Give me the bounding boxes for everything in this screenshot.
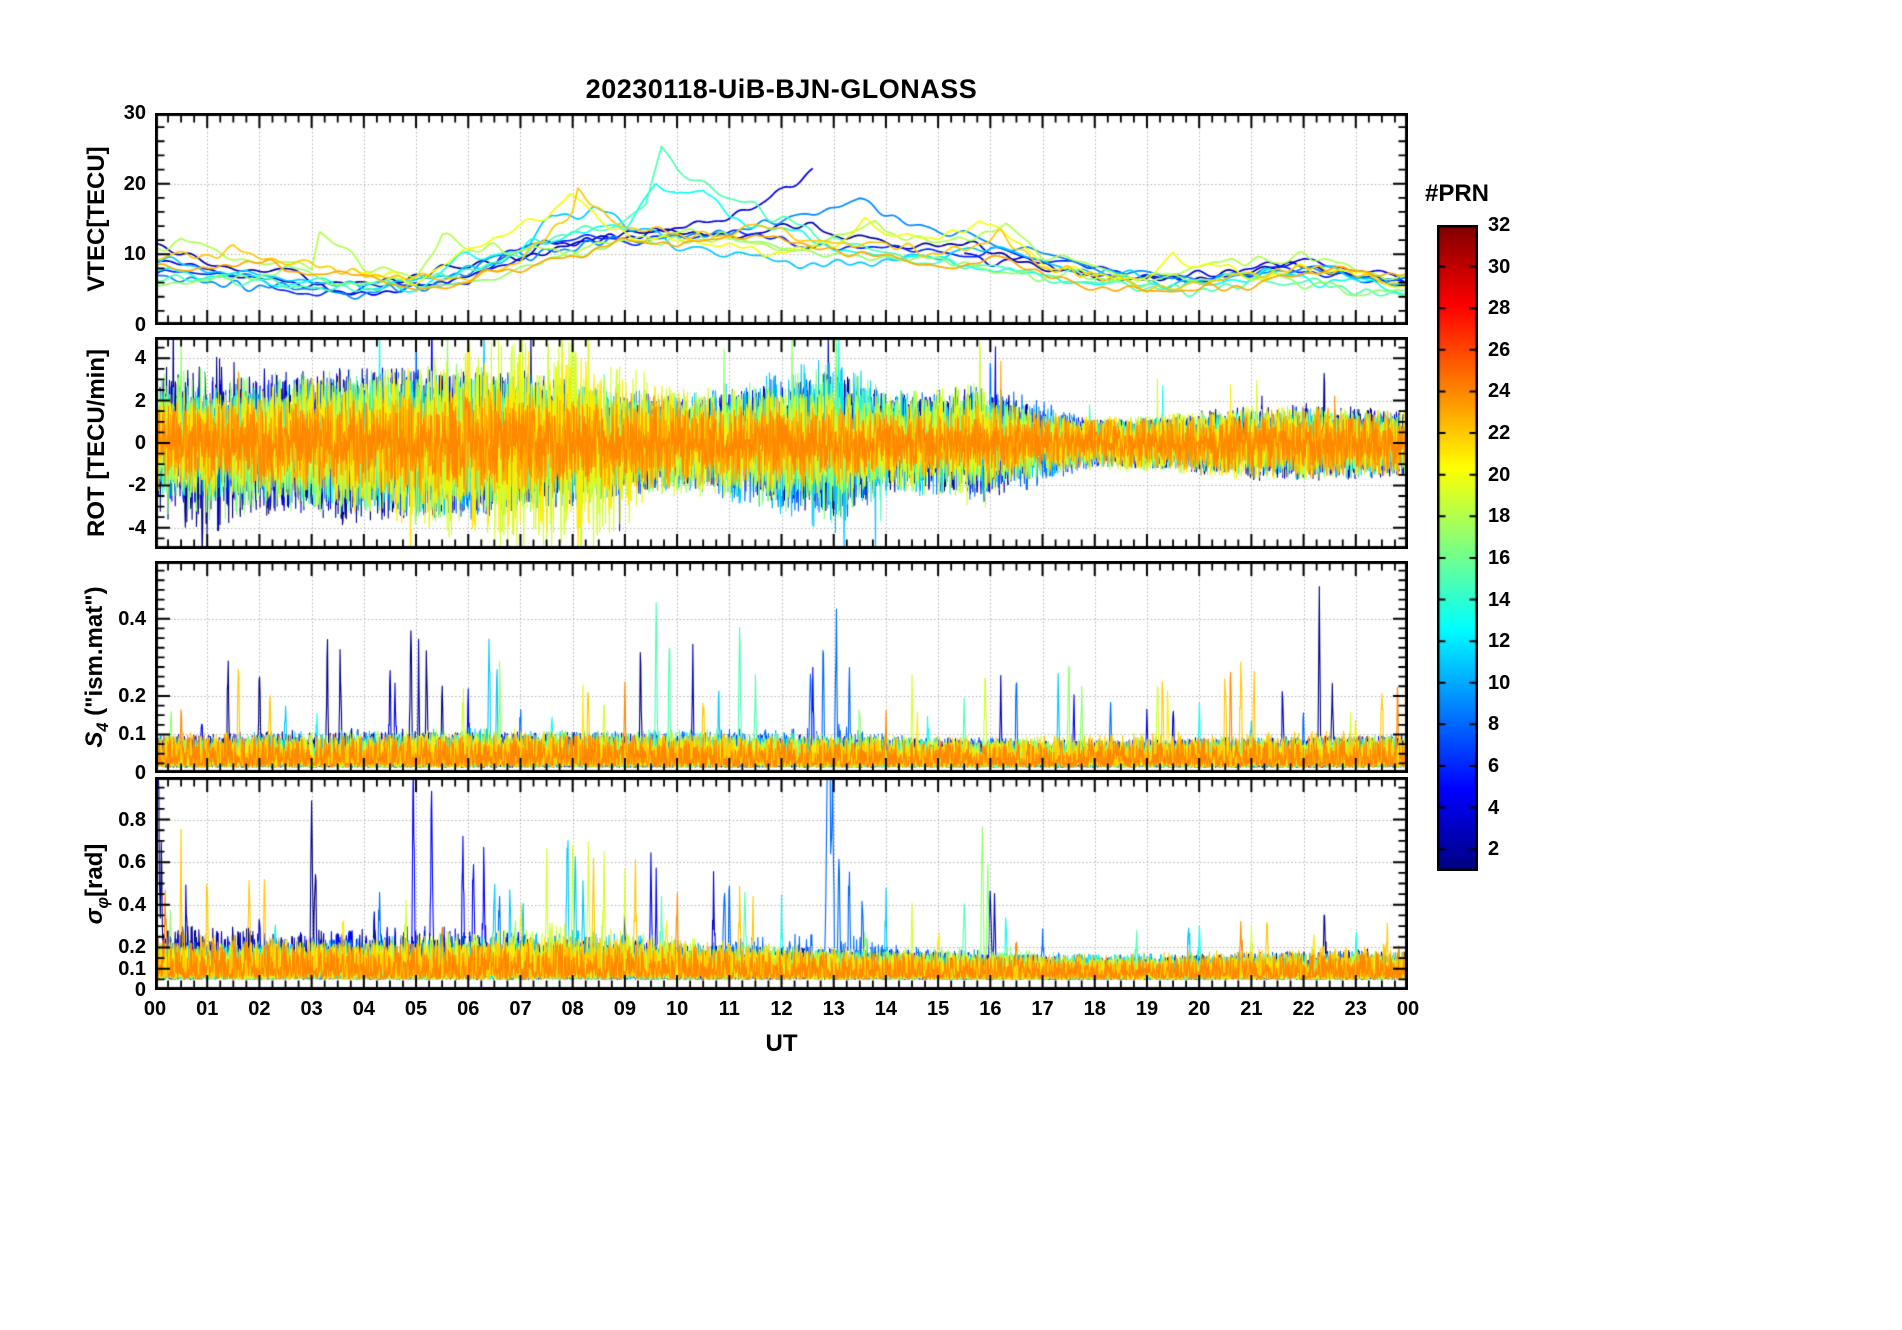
vtec-panel-canvas [155,113,1408,325]
y-tick-label: 0.4 [118,607,146,630]
colorbar-tick-label: 6 [1488,754,1500,777]
colorbar-tick-label: 10 [1488,671,1511,694]
x-tick-label: 09 [613,998,636,1020]
x-tick-label: 08 [561,998,584,1020]
colorbar-title: #PRN [1424,180,1490,207]
x-tick-label: 00 [143,998,167,1020]
x-tick-label: 02 [248,998,271,1020]
x-tick-label: 22 [1292,998,1315,1020]
x-tick-label: 00 [1396,998,1420,1020]
y-tick-label: -4 [128,516,146,539]
y-tick-label: 0.8 [118,808,146,831]
x-tick-label: 14 [874,998,898,1020]
y-tick-label: 20 [123,172,146,195]
colorbar-tick-label: 24 [1488,380,1511,403]
colorbar-tick-label: 18 [1488,505,1511,528]
y-tick-label: 10 [123,243,146,266]
x-tick-label: 13 [822,998,845,1020]
y-tick-label: 0.2 [118,936,146,959]
x-tick-label: 10 [665,998,689,1020]
chart-title: 20230118-UiB-BJN-GLONASS [585,74,978,104]
x-tick-label: 16 [979,998,1002,1020]
y-tick-label: -2 [128,474,146,497]
x-tick-label: 21 [1240,998,1263,1020]
x-tick-label: 20 [1188,998,1211,1020]
x-tick-label: 19 [1135,998,1159,1020]
colorbar-tick-label: 8 [1488,713,1500,736]
colorbar-tick-label: 30 [1488,255,1511,278]
colorbar [1437,225,1478,871]
x-tick-label: 12 [770,998,793,1020]
colorbar-tick-label: 20 [1488,463,1511,486]
y-tick-label: 0.1 [118,723,146,746]
y-tick-label: 0 [134,314,146,336]
y-tick-label: 0 [134,432,146,454]
colorbar-tick-label: 28 [1488,297,1511,320]
x-axis-label: UT [765,1030,798,1057]
y-tick-label: 0 [134,762,146,784]
x-tick-label: 03 [300,998,323,1020]
colorbar-tick-label: 16 [1488,546,1511,569]
y-tick-label: 0.1 [118,957,146,980]
x-tick-label: 07 [509,998,532,1020]
x-tick-label: 06 [457,998,480,1020]
x-tick-label: 17 [1031,998,1054,1020]
x-tick-label: 11 [718,998,740,1020]
sigma-phi-panel-canvas [155,777,1408,990]
colorbar-tick-label: 4 [1488,796,1500,819]
colorbar-tick-label: 12 [1488,630,1511,653]
vtec-y-axis-label: VTEC[TECU] [83,146,111,291]
x-tick-label: 18 [1083,998,1106,1020]
y-tick-label: 0.4 [118,893,146,916]
rot-panel-canvas [155,337,1408,549]
y-tick-label: 0 [134,979,146,1001]
y-tick-label: 30 [123,102,146,124]
y-tick-label: 2 [134,389,146,412]
colorbar-tick-label: 26 [1488,338,1511,361]
colorbar-tick-label: 14 [1488,588,1511,611]
colorbar-tick-label: 2 [1488,838,1500,861]
colorbar-tick-label: 32 [1488,214,1511,236]
y-tick-label: 4 [134,347,146,370]
x-tick-label: 15 [927,998,950,1020]
x-tick-label: 01 [196,998,219,1020]
y-tick-label: 0.2 [118,684,146,707]
x-tick-label: 23 [1344,998,1367,1020]
s4-panel-canvas [155,561,1408,773]
x-tick-label: 05 [404,998,428,1020]
y-axis-label-part: VTEC[TECU] [83,146,110,292]
colorbar-tick-label: 22 [1488,422,1511,445]
y-tick-label: 0.6 [118,851,146,874]
x-tick-label: 04 [352,998,375,1020]
